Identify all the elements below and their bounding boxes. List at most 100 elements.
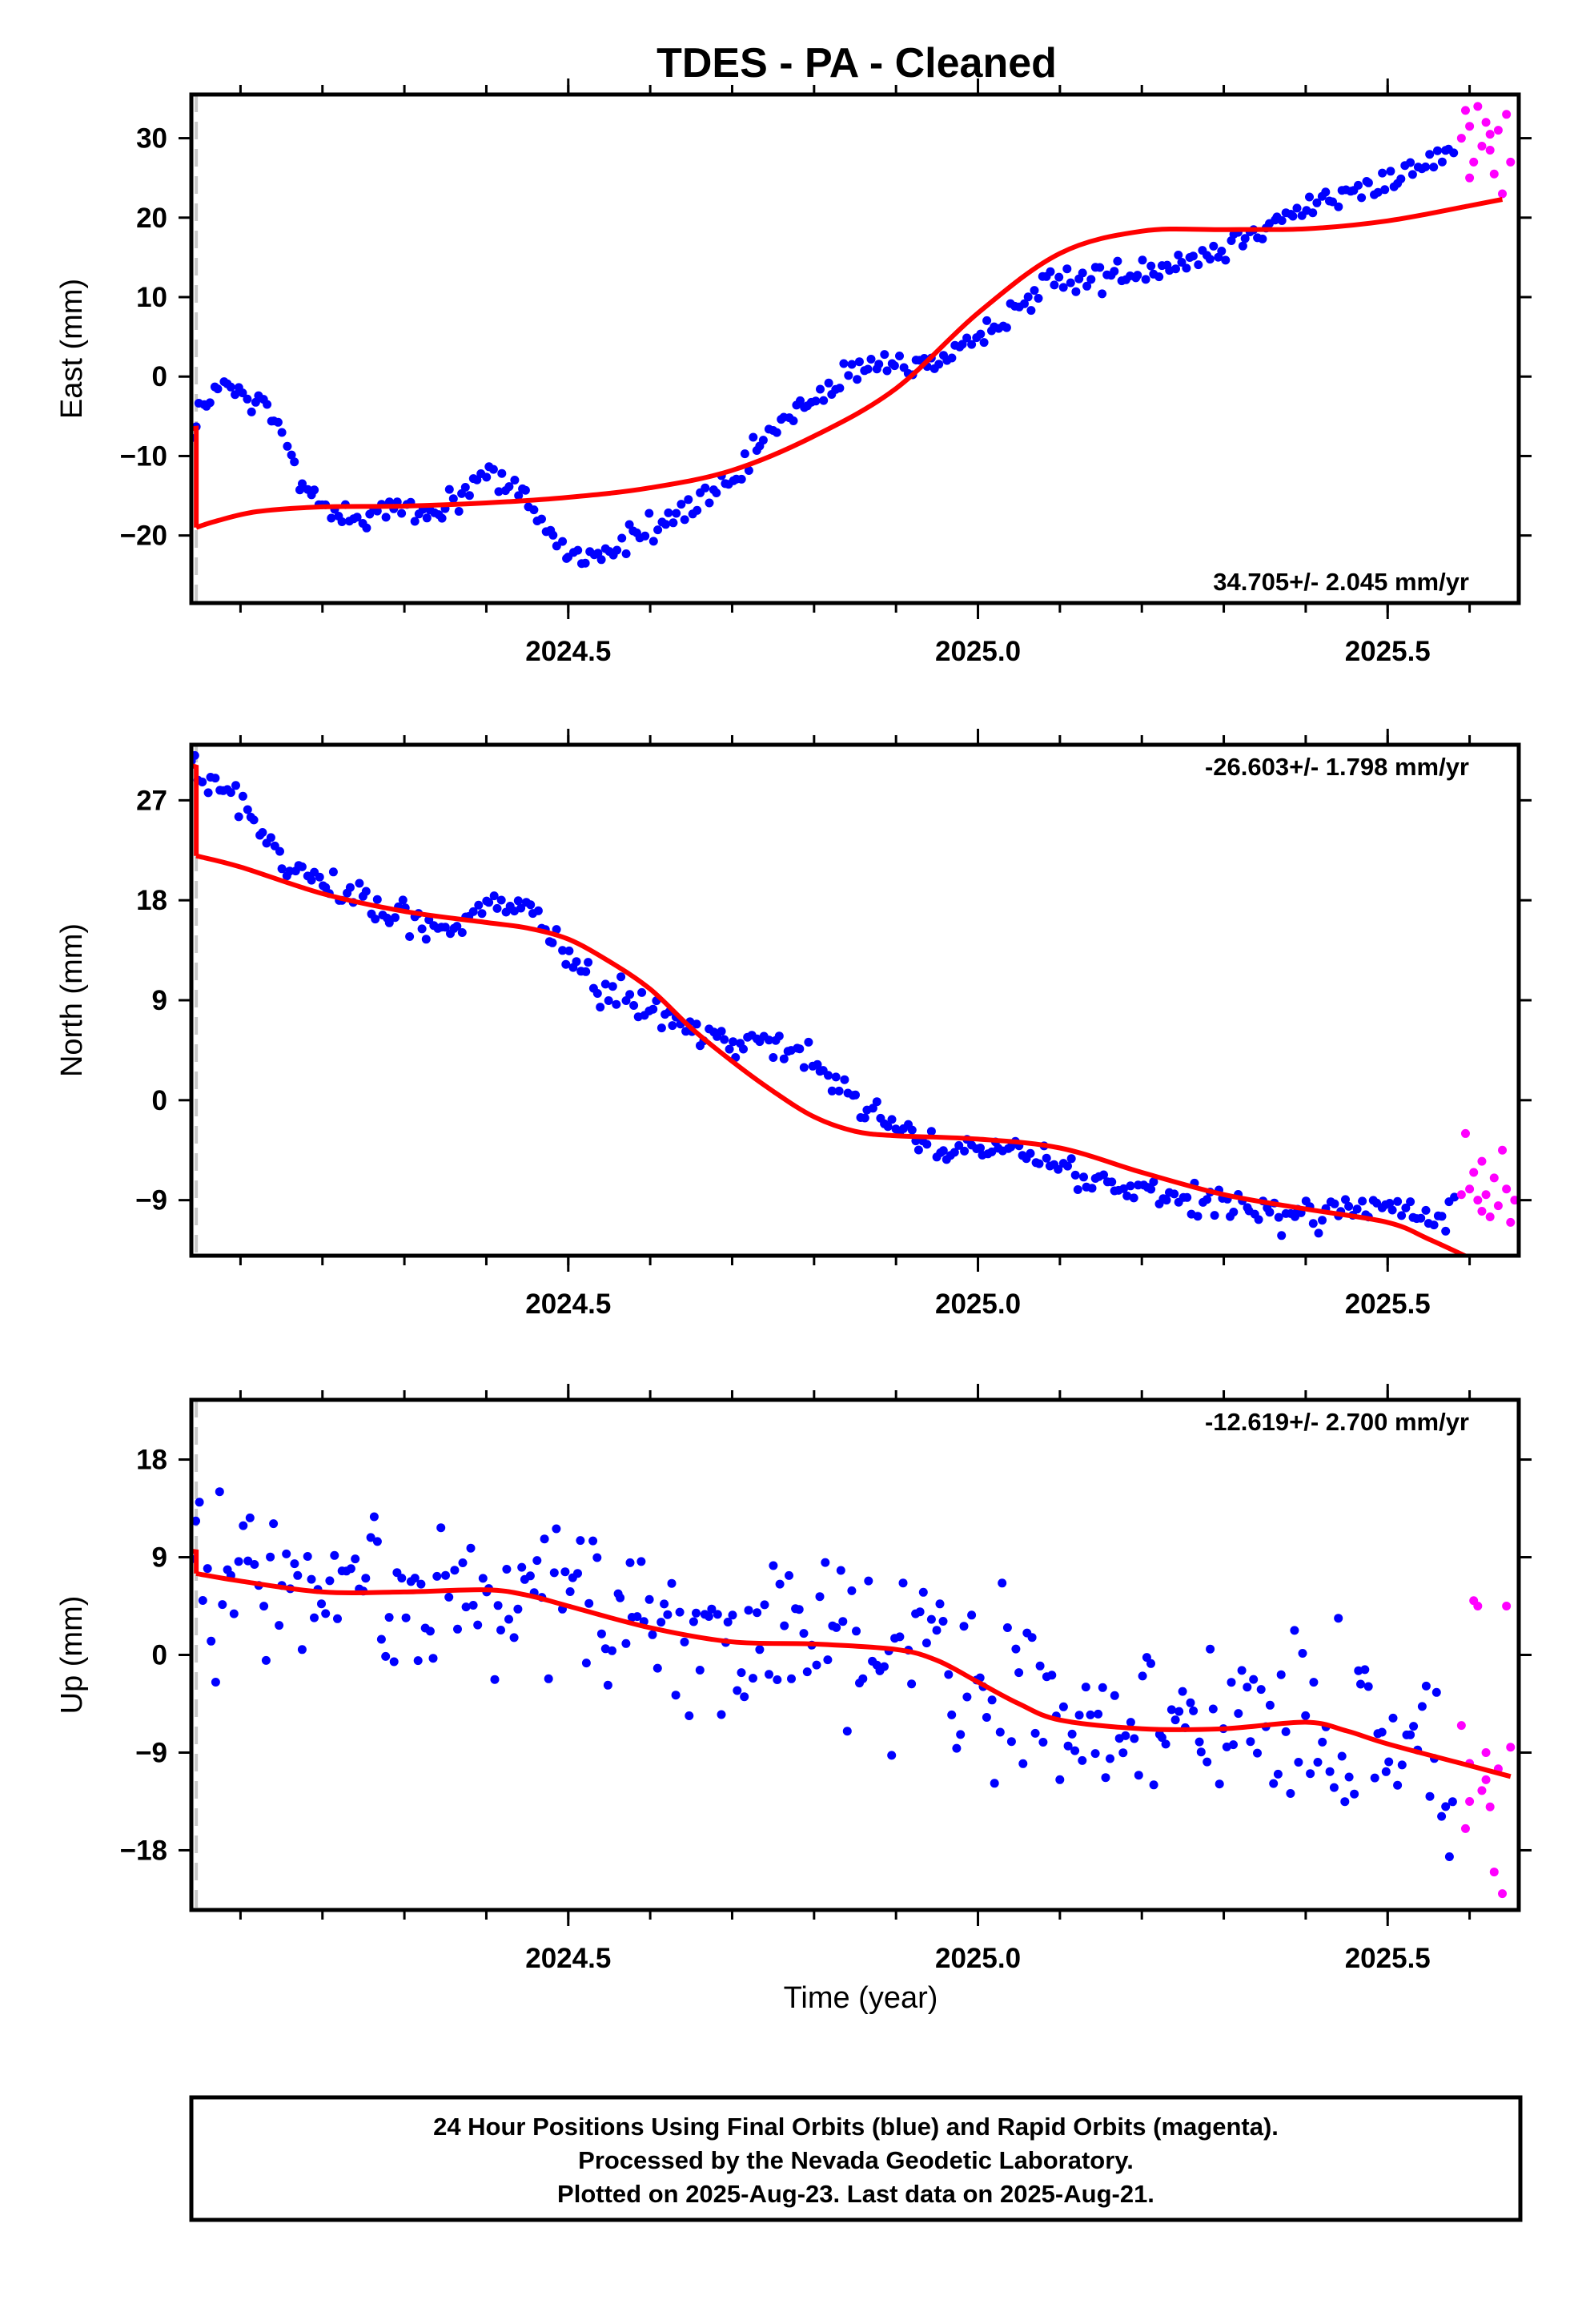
up-xtick-label: 2025.5	[1345, 1943, 1431, 1974]
up-final-point	[1178, 1687, 1187, 1696]
north-final-point	[421, 935, 431, 944]
up-final-point	[1356, 1679, 1365, 1689]
north-final-point	[1073, 1185, 1082, 1194]
north-final-point	[1437, 1212, 1447, 1221]
north-final-point	[198, 778, 207, 786]
east-final-point	[510, 476, 520, 485]
up-final-point	[728, 1610, 737, 1620]
east-final-point	[947, 353, 957, 363]
east-final-point	[362, 523, 371, 533]
east-final-point	[1373, 187, 1383, 197]
up-xtick-label: 2024.5	[525, 1943, 611, 1974]
north-final-point	[1203, 1195, 1212, 1204]
up-final-point	[261, 1655, 271, 1665]
north-rapid-point	[1477, 1207, 1487, 1216]
up-final-point	[1098, 1683, 1107, 1692]
up-final-point	[1078, 1755, 1087, 1765]
north-final-point	[1330, 1199, 1339, 1208]
north-final-point	[1450, 1192, 1460, 1202]
up-final-point	[432, 1571, 442, 1581]
north-y-axis-label: North (mm)	[55, 923, 89, 1077]
north-final-point	[513, 896, 523, 906]
east-rapid-point	[1498, 189, 1508, 199]
east-final-point	[1380, 185, 1390, 195]
up-final-point	[1047, 1671, 1057, 1680]
north-final-point	[887, 1115, 897, 1124]
east-model-curve	[195, 197, 1504, 530]
up-final-point	[269, 1519, 279, 1529]
north-final-point	[950, 1148, 959, 1157]
up-final-point	[907, 1679, 917, 1689]
north-final-point	[328, 867, 338, 877]
up-final-point	[203, 1564, 212, 1574]
east-final-point	[437, 513, 447, 523]
up-plot-area	[191, 1400, 1516, 1910]
up-final-point	[1388, 1713, 1398, 1723]
up-final-point	[608, 1646, 616, 1655]
north-final-point	[1026, 1148, 1035, 1158]
east-final-point	[1238, 241, 1247, 251]
up-final-point	[532, 1556, 542, 1566]
up-final-point	[1237, 1666, 1247, 1675]
up-final-point	[1208, 1704, 1218, 1714]
up-final-point	[1294, 1758, 1303, 1767]
east-final-point	[693, 505, 702, 515]
north-final-point	[648, 1004, 658, 1014]
east-final-point	[397, 509, 407, 518]
east-final-point	[504, 482, 514, 492]
up-final-point	[938, 1617, 948, 1626]
east-final-point	[1020, 299, 1029, 308]
up-final-point	[652, 1663, 662, 1673]
north-rapid-point	[1473, 1196, 1483, 1205]
east-final-point	[444, 485, 454, 494]
north-final-point	[581, 967, 591, 976]
up-final-point	[740, 1692, 749, 1702]
north-final-point	[552, 925, 561, 935]
up-final-point	[425, 1626, 435, 1636]
north-final-point	[489, 891, 499, 901]
up-final-point	[744, 1606, 753, 1615]
up-final-point	[397, 1574, 407, 1583]
up-final-point	[898, 1578, 908, 1588]
east-final-point	[854, 357, 864, 367]
east-final-point	[1098, 289, 1107, 299]
north-final-point	[1265, 1208, 1275, 1217]
east-final-point	[1058, 283, 1068, 292]
up-final-point	[275, 1621, 284, 1630]
north-final-point	[692, 1019, 701, 1029]
east-rapid-point	[1502, 110, 1512, 119]
east-final-point	[1277, 216, 1287, 225]
up-final-point	[239, 1521, 248, 1530]
north-final-point	[1126, 1181, 1135, 1191]
east-final-point	[573, 545, 583, 555]
north-final-point	[976, 1144, 985, 1152]
up-final-point	[1350, 1789, 1359, 1799]
east-final-point	[548, 530, 558, 540]
north-rapid-point	[1498, 1145, 1508, 1155]
up-final-point	[549, 1568, 559, 1578]
up-final-point	[444, 1592, 454, 1602]
north-final-point	[457, 928, 467, 937]
east-final-point	[448, 494, 458, 504]
east-final-point	[744, 466, 753, 475]
up-rapid-point	[1460, 1823, 1470, 1833]
up-final-point	[540, 1534, 549, 1544]
up-ytick-label: 9	[152, 1542, 167, 1574]
east-final-point	[580, 558, 590, 568]
east-final-point	[337, 517, 347, 526]
east-final-point	[958, 340, 967, 349]
east-rapid-point	[1493, 126, 1503, 135]
up-final-point	[921, 1638, 931, 1648]
north-rapid-point	[1477, 1156, 1487, 1166]
up-final-point	[1281, 1727, 1291, 1736]
up-final-point	[1246, 1737, 1255, 1747]
east-final-point	[460, 483, 470, 492]
east-y-axis-label: East (mm)	[55, 279, 89, 419]
up-final-point	[663, 1610, 673, 1619]
north-final-point	[668, 1021, 677, 1031]
north-final-point	[629, 1001, 639, 1010]
up-final-point	[376, 1634, 386, 1644]
up-final-point	[769, 1561, 778, 1570]
up-final-point	[755, 1645, 765, 1655]
north-final-point	[417, 924, 427, 934]
